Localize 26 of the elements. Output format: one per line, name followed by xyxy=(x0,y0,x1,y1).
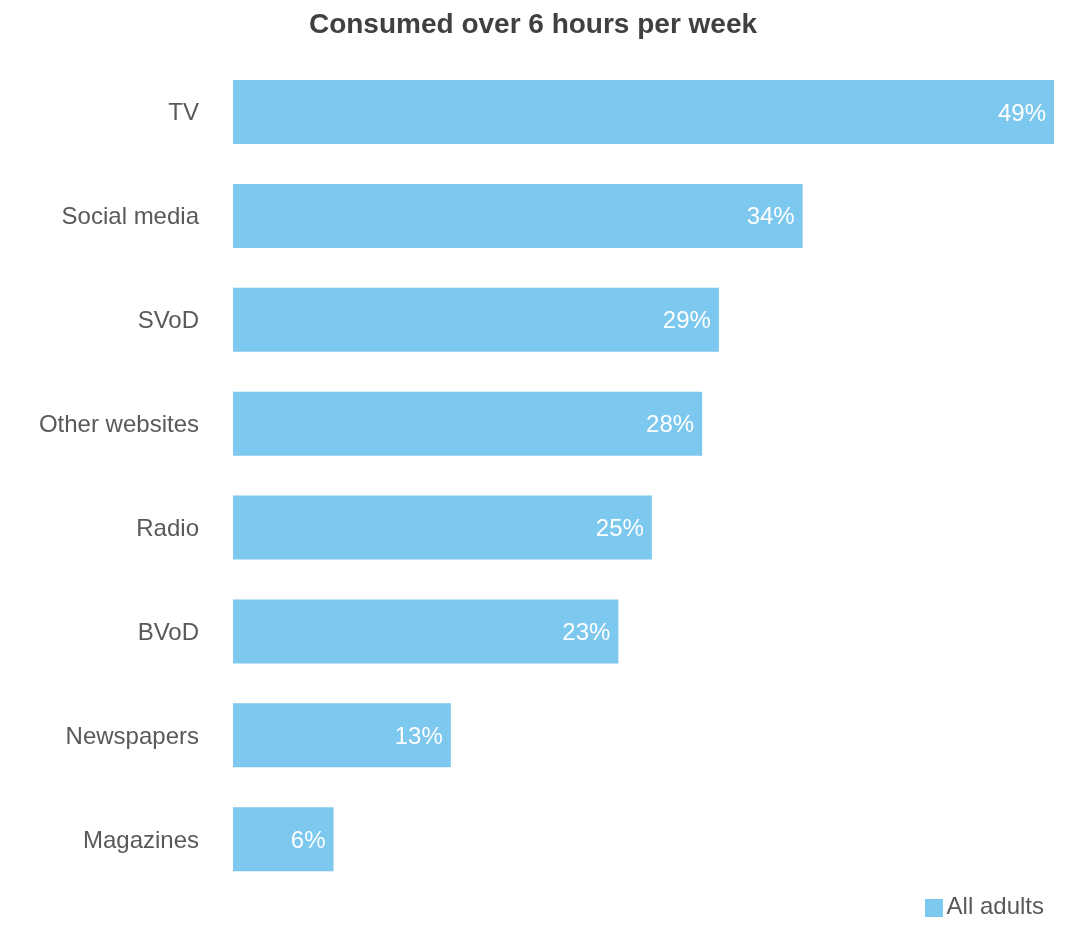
data-label: 13% xyxy=(394,721,443,749)
y-tick-label: Radio xyxy=(136,513,199,541)
data-label: 25% xyxy=(595,514,644,541)
bar xyxy=(233,495,652,560)
legend-label: All adults xyxy=(946,892,1044,919)
data-label: 49% xyxy=(997,98,1046,126)
data-label: 34% xyxy=(746,202,795,230)
y-tick-label: Other websites xyxy=(38,410,199,438)
bar xyxy=(233,599,619,664)
bar xyxy=(233,807,334,872)
y-tick-label: Social media xyxy=(61,202,200,230)
bar xyxy=(233,287,719,352)
y-tick-label: Newspapers xyxy=(65,721,199,749)
data-label: 23% xyxy=(562,617,611,645)
data-label: 28% xyxy=(646,410,695,438)
y-tick-label: SVoD xyxy=(137,306,199,334)
bar xyxy=(233,703,451,768)
bar xyxy=(233,80,1054,144)
data-label: 6% xyxy=(290,825,326,853)
y-tick-label: TV xyxy=(168,98,199,126)
y-tick-label: BVoD xyxy=(137,617,199,645)
bar xyxy=(233,183,803,248)
bar xyxy=(233,391,703,456)
data-label: 29% xyxy=(662,306,711,334)
y-tick-label: Magazines xyxy=(82,825,199,853)
chart-title: Consumed over 6 hours per week xyxy=(307,8,759,40)
